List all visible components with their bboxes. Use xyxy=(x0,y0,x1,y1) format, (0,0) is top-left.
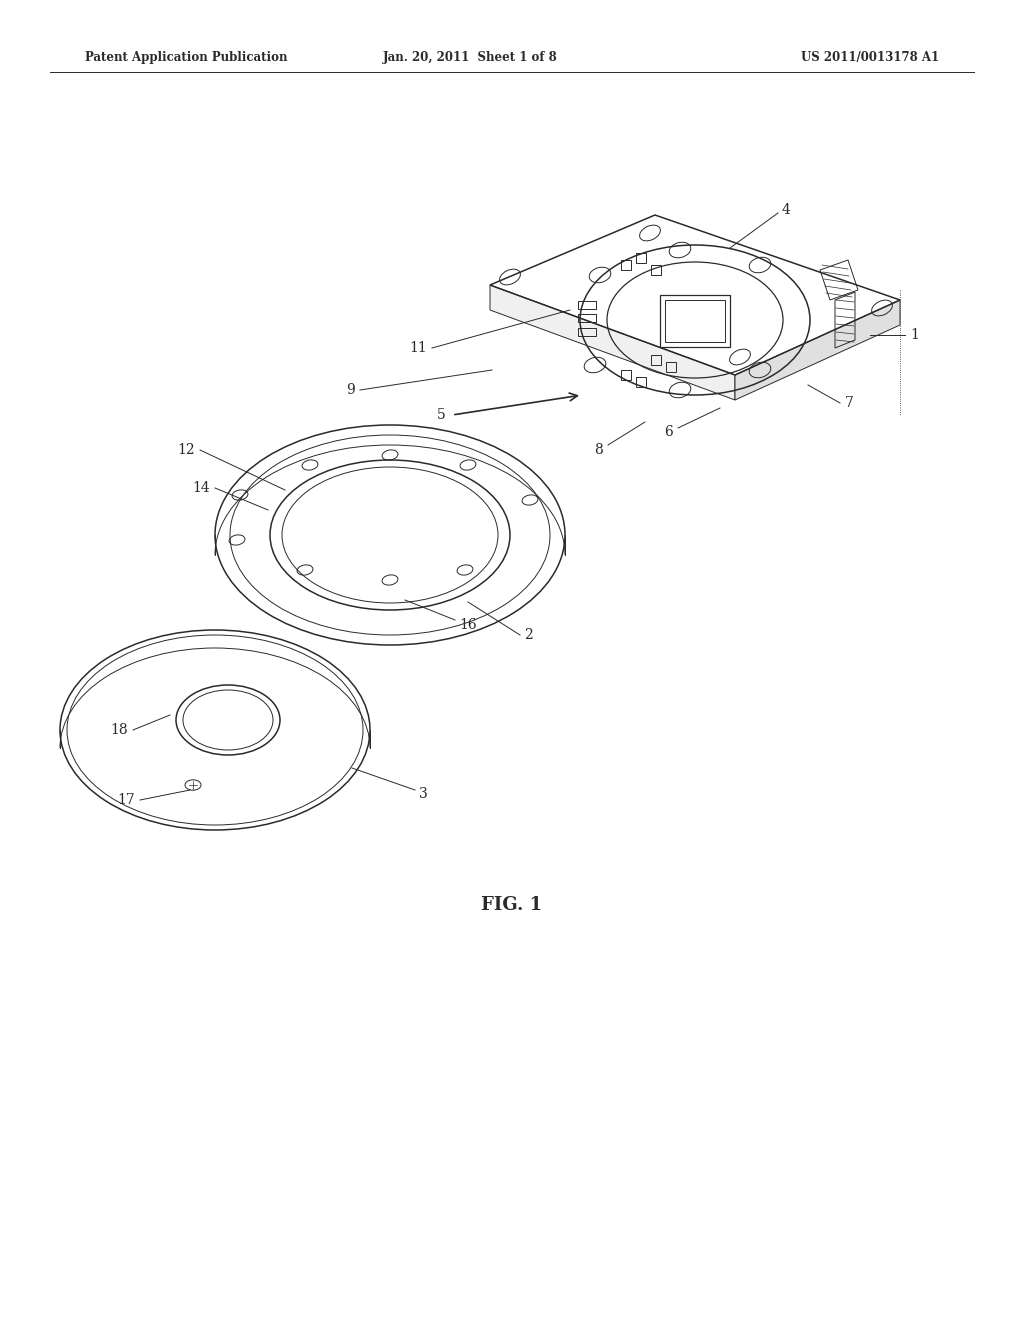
Text: FIG. 1: FIG. 1 xyxy=(481,896,543,913)
Bar xyxy=(660,294,730,347)
Bar xyxy=(651,265,662,275)
Text: 5: 5 xyxy=(437,408,446,422)
Text: 1: 1 xyxy=(910,327,919,342)
Text: 8: 8 xyxy=(594,444,603,457)
Text: 7: 7 xyxy=(845,396,854,411)
Bar xyxy=(666,362,676,372)
Text: 4: 4 xyxy=(782,203,791,216)
Bar xyxy=(621,260,631,271)
Polygon shape xyxy=(735,300,900,400)
Text: Patent Application Publication: Patent Application Publication xyxy=(85,51,288,65)
Text: 12: 12 xyxy=(177,444,195,457)
Polygon shape xyxy=(490,285,735,400)
Text: 14: 14 xyxy=(193,480,210,495)
Text: US 2011/0013178 A1: US 2011/0013178 A1 xyxy=(801,51,939,65)
Text: 18: 18 xyxy=(111,723,128,737)
Bar xyxy=(636,253,646,263)
Text: 3: 3 xyxy=(419,787,428,801)
Text: 6: 6 xyxy=(665,425,673,440)
Bar xyxy=(636,378,646,387)
Bar xyxy=(578,314,596,322)
Text: Jan. 20, 2011  Sheet 1 of 8: Jan. 20, 2011 Sheet 1 of 8 xyxy=(383,51,557,65)
Text: 16: 16 xyxy=(459,618,476,632)
Text: 2: 2 xyxy=(524,628,532,642)
Text: 11: 11 xyxy=(410,341,427,355)
Bar xyxy=(665,300,725,342)
Bar xyxy=(578,301,596,309)
Bar xyxy=(651,355,662,366)
Text: 9: 9 xyxy=(346,383,355,397)
Bar xyxy=(621,370,631,380)
Bar xyxy=(578,327,596,337)
Text: 17: 17 xyxy=(118,793,135,807)
